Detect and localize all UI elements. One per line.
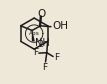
Text: F: F	[54, 53, 59, 62]
Text: F: F	[42, 63, 47, 72]
Text: Abs: Abs	[29, 31, 40, 36]
Text: F: F	[33, 48, 38, 57]
Text: O: O	[38, 9, 46, 19]
Text: NH: NH	[35, 38, 50, 48]
Text: OH: OH	[53, 21, 69, 31]
Polygon shape	[32, 30, 35, 42]
Text: 2: 2	[39, 40, 43, 49]
